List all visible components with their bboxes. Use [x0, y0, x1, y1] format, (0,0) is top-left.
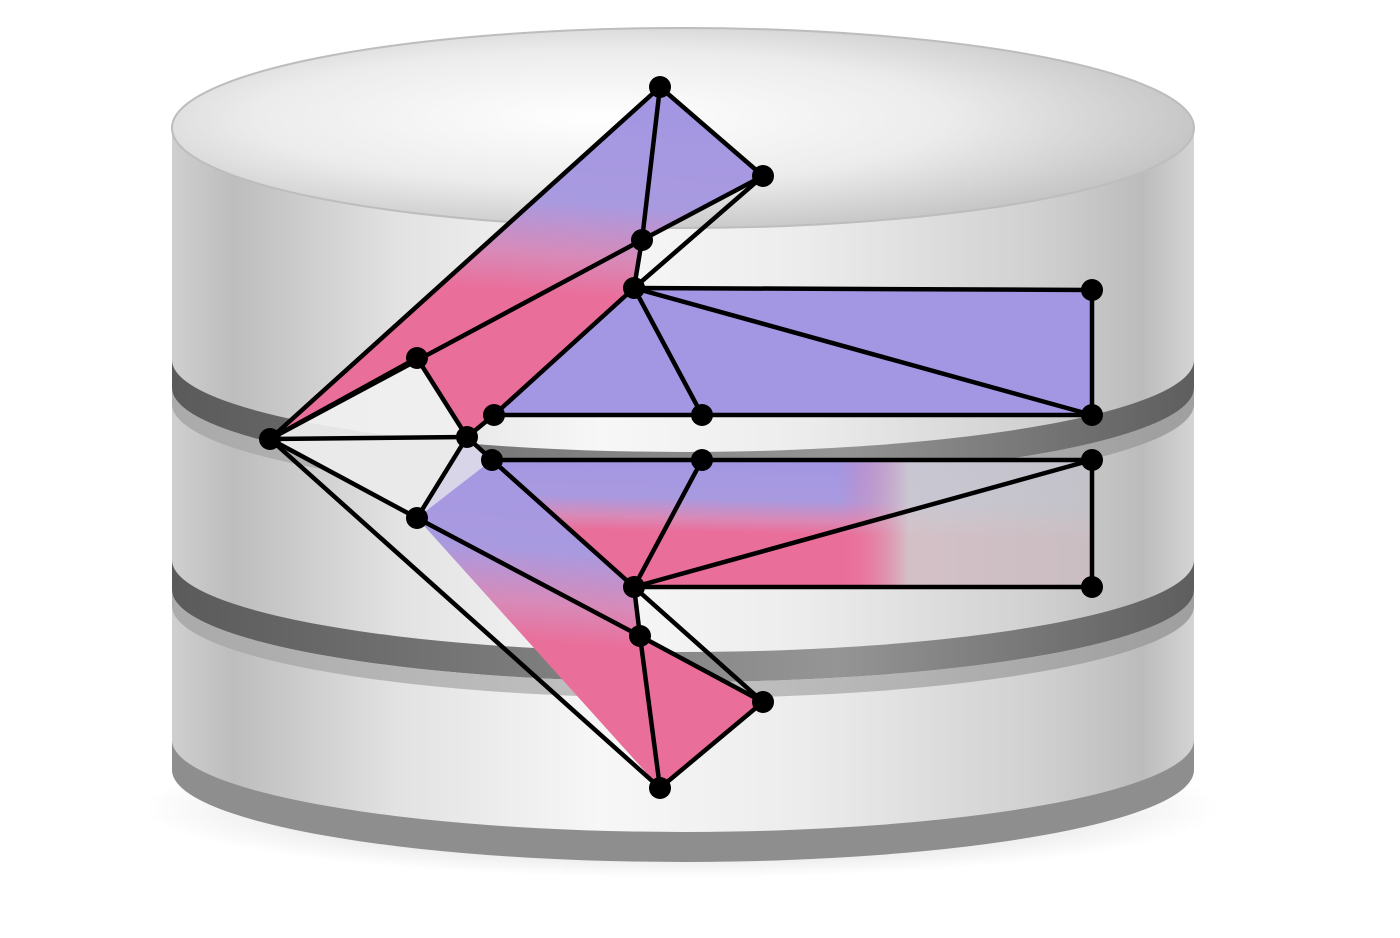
graph-node — [406, 347, 428, 369]
graph-node — [649, 777, 671, 799]
graph-node — [631, 229, 653, 251]
graph-node — [629, 625, 651, 647]
cylinder-top-rim — [171, 27, 1195, 229]
graph-node — [456, 426, 478, 448]
graph-node — [752, 165, 774, 187]
graph-node — [752, 691, 774, 713]
graph-node — [691, 449, 713, 471]
arrow-upper-bar — [494, 288, 1092, 415]
graph-node — [649, 76, 671, 98]
graph-node — [623, 576, 645, 598]
graph-node — [481, 449, 503, 471]
cylinder-groove-lower — [172, 560, 1194, 682]
graph-node — [406, 507, 428, 529]
graph-node — [1081, 279, 1103, 301]
graph-node — [1081, 576, 1103, 598]
graph-node — [259, 428, 281, 450]
graph-node — [623, 277, 645, 299]
cylinder-groove-lower-band — [172, 590, 1194, 698]
graph-arrow-icon — [259, 76, 1103, 799]
graph-node — [1081, 449, 1103, 471]
arrow-upper-wing — [270, 87, 763, 439]
arrow-tip-face-lower — [270, 437, 492, 518]
graph-node — [483, 404, 505, 426]
graph-node — [1081, 404, 1103, 426]
graph-node — [691, 404, 713, 426]
graph-nodes — [259, 76, 1103, 799]
